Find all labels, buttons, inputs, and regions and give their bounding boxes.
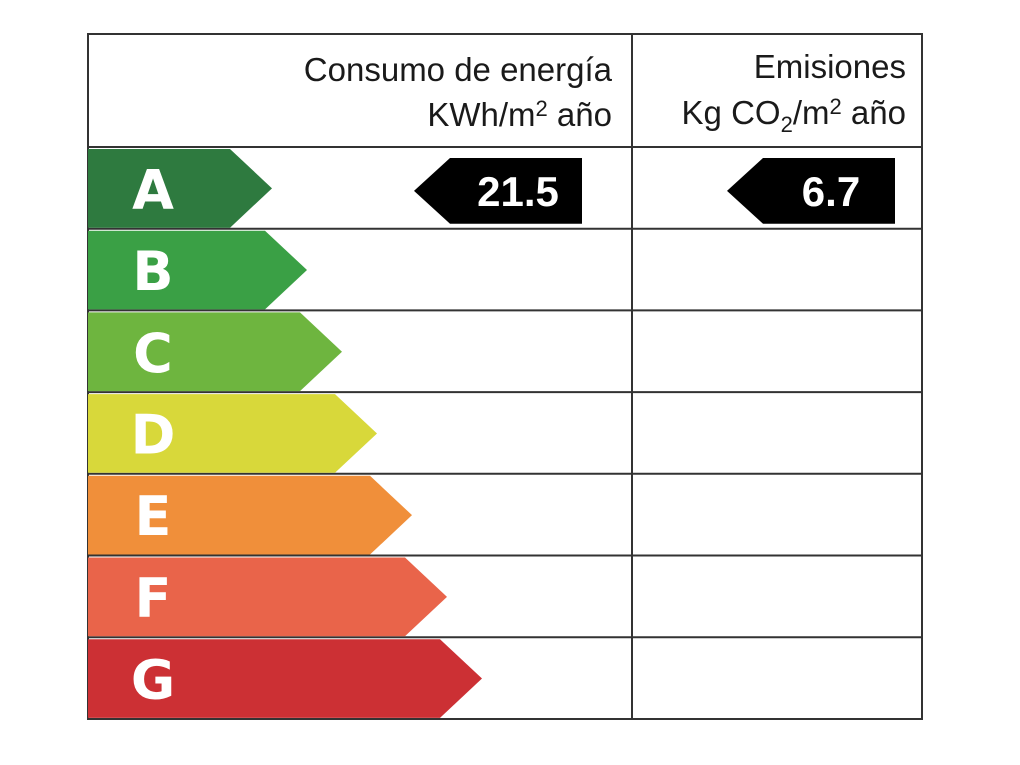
emisiones-unit-sup: 2: [830, 94, 842, 119]
rating-arrow-shape: [88, 557, 447, 637]
emisiones-unit-main: Kg CO: [682, 94, 781, 131]
rating-letter: A: [132, 158, 174, 221]
rating-letter: E: [135, 485, 172, 548]
consumo-indicator-value: 21.5: [477, 168, 559, 215]
indicators: 21.5 6.7: [414, 158, 895, 224]
emisiones-unit-tail: año: [842, 94, 906, 131]
rating-letter: G: [131, 649, 175, 712]
rating-arrow-shape: [88, 312, 342, 392]
rating-arrow-c: C: [88, 312, 342, 392]
rating-arrow-b: B: [88, 230, 307, 310]
rating-letter: C: [133, 322, 173, 385]
rating-arrow-shape: [88, 394, 377, 473]
rating-letter: F: [135, 567, 172, 630]
emisiones-indicator-arrow: [727, 158, 895, 224]
emisiones-title: Emisiones: [754, 48, 906, 85]
rating-arrow-shape: [88, 230, 307, 310]
emisiones-indicator-value: 6.7: [802, 168, 860, 215]
consumo-unit-main: KWh/m: [427, 96, 535, 133]
rating-arrow-g: G: [88, 639, 482, 718]
rating-letter: D: [131, 403, 176, 466]
rating-letter: B: [132, 240, 173, 303]
consumo-indicator-arrow: [414, 158, 582, 224]
row-lines: [88, 146, 922, 639]
rating-arrow-a: A: [88, 149, 272, 228]
consumo-indicator: 21.5: [414, 158, 582, 224]
consumo-unit-tail: año: [548, 96, 612, 133]
rating-arrow-shape: [88, 149, 272, 228]
rating-arrow-e: E: [88, 475, 412, 555]
rating-arrow-d: D: [88, 394, 377, 473]
rating-arrow-f: F: [88, 557, 447, 637]
consumo-unit: KWh/m2 año: [427, 96, 612, 133]
emisiones-unit-sub: 2: [781, 112, 793, 137]
rating-arrow-shape: [88, 475, 412, 555]
consumo-title: Consumo de energía: [304, 51, 613, 88]
consumo-unit-sup: 2: [536, 96, 548, 121]
emisiones-indicator: 6.7: [727, 158, 895, 224]
emisiones-unit-mid: /m: [793, 94, 830, 131]
emisiones-unit: Kg CO2/m2 año: [682, 94, 906, 137]
rating-arrow-shape: [88, 639, 482, 718]
